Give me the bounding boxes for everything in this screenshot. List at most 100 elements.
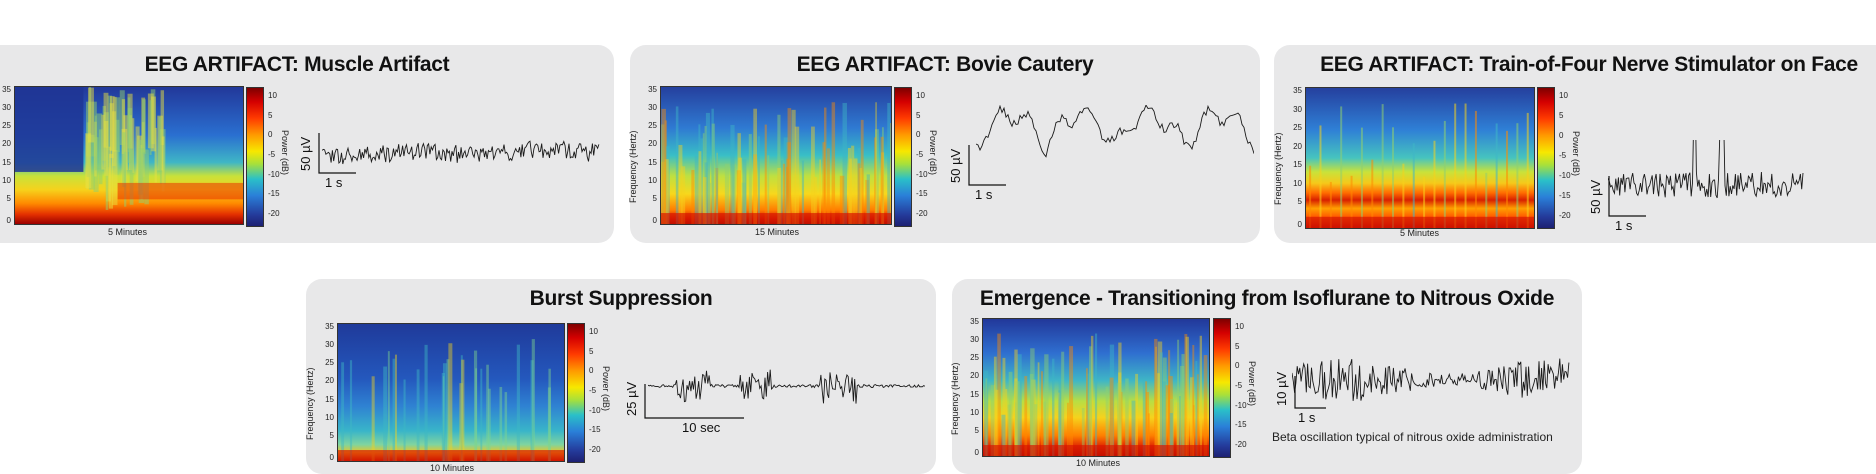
colorbar-label: Power (dB) [1571,131,1581,177]
scale-bar-time-label: 1 s [1615,218,1633,233]
frequency-axis-label: Frequency (Hertz) [1273,132,1283,205]
spectrogram [1305,87,1535,229]
colorbar-tick-label: -15 [1559,191,1571,200]
frequency-tick-label: 15 [648,157,657,167]
colorbar-tick-label: 10 [1559,91,1568,100]
colorbar-tick-label: -5 [916,150,924,159]
frequency-tick-label: 15 [2,157,11,167]
colorbar-tick-label: -5 [1559,151,1567,160]
colorbar-tick-label: -5 [589,386,597,395]
colorbar [1213,318,1231,458]
frequency-tick-label: 35 [325,322,334,331]
frequency-tick-label: 0 [652,216,657,225]
eeg-trace [1608,140,1804,199]
scale-bar [968,145,1006,186]
panel-title: Emergence - Transitioning from Isofluran… [979,287,1555,310]
time-axis-label: 15 Minutes [755,227,800,237]
frequency-tick-label: 0 [329,453,334,462]
frequency-tick-label: 35 [2,85,11,94]
time-axis-label: 10 Minutes [430,463,475,473]
frequency-tick-label: 25 [1293,123,1302,133]
frequency-tick-label: 35 [970,317,979,326]
spectrogram-image [338,324,564,461]
panel-title: EEG ARTIFACT: Muscle Artifact [144,53,450,76]
spectrogram [660,86,892,225]
frequency-tick-label: 20 [970,371,979,381]
time-axis-label: 10 Minutes [1076,458,1121,468]
frequency-tick-label: 20 [1293,141,1302,151]
eeg-waveform [976,105,1254,158]
frequency-tick-label: 35 [1293,86,1302,95]
frequency-tick-label: 10 [648,175,657,185]
scale-bar-time-label: 10 sec [682,420,721,435]
frequency-tick-label: 5 [974,425,979,435]
colorbar [567,323,585,463]
scale-bar-voltage-label: 50 µV [1588,179,1603,214]
colorbar [894,87,912,227]
colorbar-tick-label: -10 [916,169,928,179]
frequency-tick-label: 5 [6,193,11,203]
colorbar-tick-label: -20 [1235,440,1247,449]
spectrogram-image [983,319,1209,456]
colorbar-tick-label: 10 [268,91,277,100]
colorbar-tick-label: -15 [1235,420,1247,430]
frequency-tick-label: 15 [1293,160,1302,170]
frequency-tick-label: 25 [325,358,334,368]
colorbar-tick-label: 10 [1235,322,1244,331]
eeg-waveform [322,140,600,165]
spectrogram-image [15,87,243,224]
colorbar-tick-label: 5 [1559,111,1564,120]
frequency-tick-label: 15 [970,389,979,399]
colorbar-tick-label: -20 [916,209,928,218]
eeg-trace [1292,358,1570,401]
frequency-tick-label: 25 [648,121,657,131]
frequency-tick-label: 20 [2,139,11,149]
panel-title: Burst Suppression [529,287,713,310]
frequency-tick-label: 35 [648,85,657,94]
frequency-tick-label: 10 [970,407,979,417]
frequency-tick-label: 20 [325,376,334,386]
frequency-tick-label: 0 [1297,220,1302,229]
colorbar-tick-label: 5 [268,110,273,120]
colorbar-tick-label: -15 [916,189,928,199]
colorbar-tick-label: -10 [1559,171,1571,180]
spectrogram [14,86,244,225]
colorbar [1537,87,1555,229]
scale-bar-time-label: 1 s [975,187,993,202]
frequency-tick-label: 30 [1293,104,1302,114]
frequency-axis-label: Frequency (Hertz) [950,361,960,435]
eeg-trace [322,140,600,165]
trace-caption: Beta oscillation typical of nitrous oxid… [1272,430,1553,444]
colorbar-tick-label: 5 [1235,341,1240,351]
colorbar-tick-label: 10 [589,327,598,336]
eeg-waveform [1292,358,1570,401]
frequency-tick-label: 25 [2,121,11,131]
colorbar-tick-label: 10 [916,91,925,100]
colorbar-tick-label: -20 [268,209,280,218]
colorbar-label: Power (dB) [280,130,290,176]
colorbar-tick-label: 0 [1235,361,1240,371]
colorbar-tick-label: -15 [589,425,601,435]
scale-bar-voltage-label: 25 µV [624,381,639,416]
scale-bar [644,384,744,419]
panel-title: EEG ARTIFACT: Train-of-Four Nerve Stimul… [1320,53,1858,76]
spectrogram [337,323,565,462]
frequency-tick-label: 10 [2,175,11,185]
colorbar-tick-label: -10 [589,405,601,415]
colorbar-tick-label: 5 [916,110,921,120]
colorbar-tick-label: 0 [268,130,273,140]
scale-bar-voltage-label: 50 µV [948,148,963,183]
frequency-axis-label: Frequency (Hertz) [628,129,638,203]
frequency-tick-label: 20 [648,139,657,149]
colorbar-tick-label: 0 [589,366,594,376]
colorbar-tick-label: -5 [268,150,276,159]
time-axis-label: 5 Minutes [1400,228,1440,238]
colorbar-tick-label: 0 [916,130,921,140]
frequency-tick-label: 0 [974,448,979,457]
spectrogram-image [1306,88,1534,228]
colorbar-label: Power (dB) [601,366,611,412]
colorbar-tick-label: 0 [1559,131,1564,140]
eeg-trace [976,105,1254,158]
colorbar-tick-label: -10 [268,169,280,179]
colorbar-tick-label: -10 [1235,400,1247,410]
